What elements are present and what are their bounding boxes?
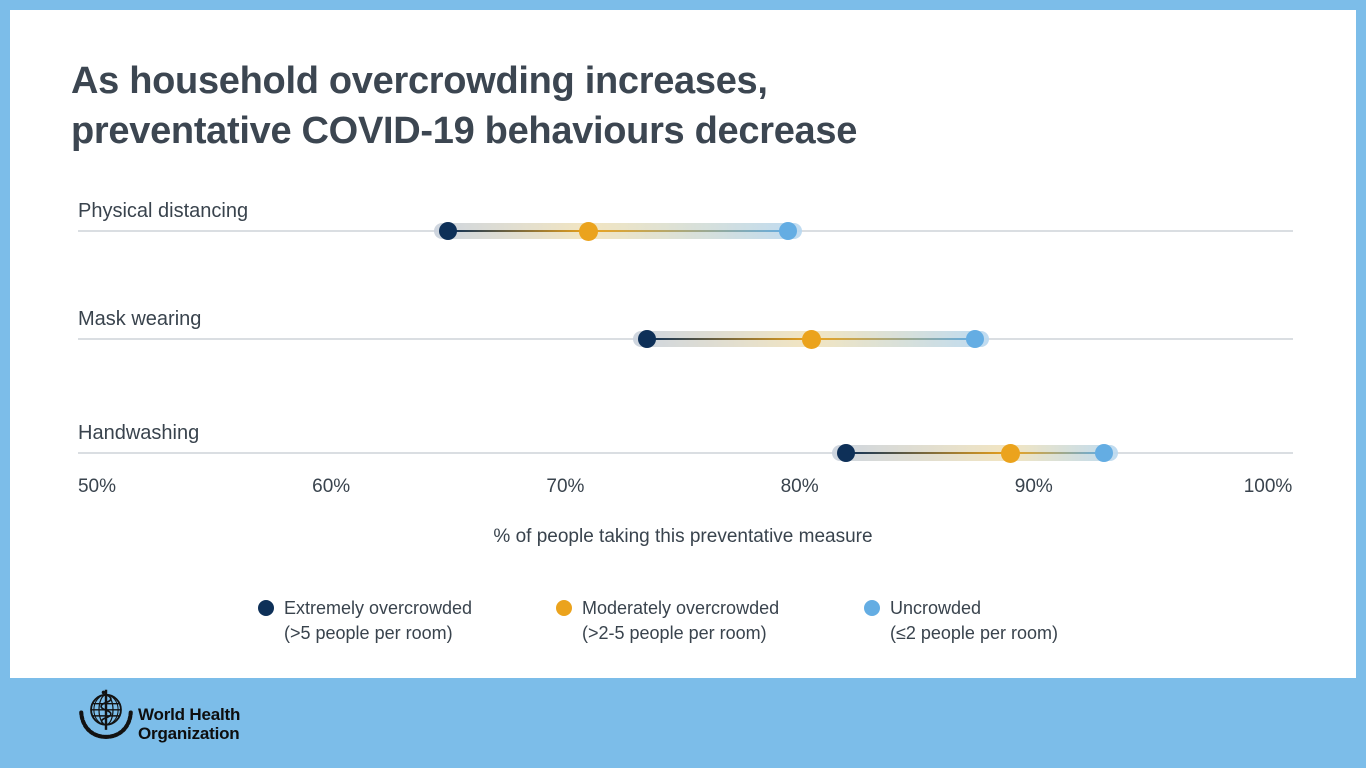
chart-title-line1: As household overcrowding increases, [71,60,768,102]
dot-moderately-overcrowded [801,329,821,349]
dot-extremely-overcrowded [439,222,458,240]
legend-label: Moderately overcrowded [582,598,780,618]
dot-extremely-overcrowded [638,330,657,348]
row-label: Mask wearing [78,308,202,330]
legend-item-extremely-overcrowded: Extremely overcrowded (>5 people per room… [258,596,472,646]
dot-moderately-overcrowded [579,221,599,241]
chart-title: As household overcrowding increases, pre… [71,56,857,156]
legend-item-uncrowded: Uncrowded (≤2 people per room) [864,596,1058,646]
who-wordmark: World Health Organization [138,705,240,743]
legend: Extremely overcrowded (>5 people per room… [0,596,1366,652]
legend-dot-uncrowded [864,600,880,616]
legend-text: Moderately overcrowded (>2-5 people per r… [582,596,779,646]
who-wordmark-line1: World Health [138,705,241,724]
legend-label: Uncrowded [890,598,982,618]
dot-moderately-overcrowded [1000,443,1020,463]
x-axis-title: % of people taking this preventative mea… [493,526,873,547]
row-gridline [78,452,1293,454]
legend-sublabel: (>5 people per room) [284,623,453,643]
row-connector [448,230,788,232]
dot-extremely-overcrowded [837,444,856,462]
legend-sublabel: (≤2 people per room) [890,623,1058,643]
x-axis-ticks: 50% 60% 70% 80% 90% 100% [0,476,1366,502]
chart-title-line2: preventative COVID-19 behaviours decreas… [71,110,858,152]
legend-text: Uncrowded (≤2 people per room) [890,596,1058,646]
legend-dot-extremely-overcrowded [258,600,274,616]
dot-uncrowded [966,330,985,348]
axis-tick-label: 60% [312,476,351,497]
who-wordmark-line2: Organization [138,724,240,743]
legend-text: Extremely overcrowded (>5 people per room… [284,596,472,646]
axis-tick-label: 80% [780,476,819,497]
dot-uncrowded [778,222,797,240]
legend-sublabel: (>2-5 people per room) [582,623,767,643]
legend-item-moderately-overcrowded: Moderately overcrowded (>2-5 people per r… [556,596,779,646]
who-logo-icon [79,689,133,739]
legend-label: Extremely overcrowded [284,598,473,618]
axis-tick-label: 50% [77,476,117,497]
axis-tick-label: 90% [1014,476,1053,497]
legend-dot-moderately-overcrowded [556,600,572,616]
row-label: Handwashing [78,422,200,444]
who-footer: World Health Organization [0,678,1366,768]
dot-uncrowded [1095,444,1114,462]
axis-tick-label: 100% [1243,476,1293,497]
row-connector [846,452,1105,454]
axis-tick-label: 70% [546,476,585,497]
row-label: Physical distancing [78,200,249,222]
